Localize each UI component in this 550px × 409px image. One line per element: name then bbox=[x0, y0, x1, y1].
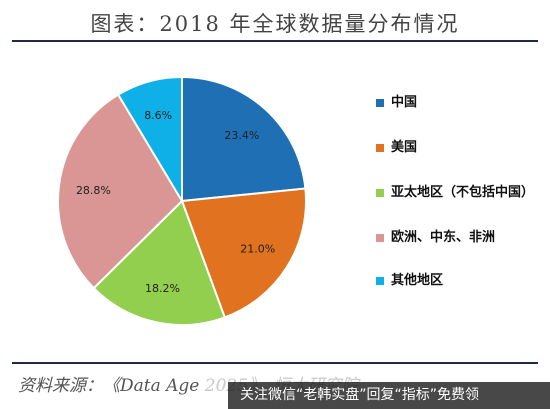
slice-emea bbox=[57, 93, 184, 290]
legend-label-usa: 美国 bbox=[391, 140, 418, 155]
legend-swatch-emea bbox=[376, 234, 384, 242]
source-text: 资料来源：《Data Age bbox=[18, 376, 200, 396]
legend-item-emea: 欧洲、中东、非洲 bbox=[376, 229, 531, 247]
promo-banner: 关注微信“老韩实盘”回复“指标”免费领 bbox=[228, 382, 550, 409]
legend-label-china: 中国 bbox=[391, 95, 418, 110]
legend-item-usa: 美国 bbox=[376, 139, 531, 157]
title-divider bbox=[12, 40, 538, 42]
legend-label-emea: 欧洲、中东、非洲 bbox=[391, 230, 496, 245]
legend-swatch-apac bbox=[376, 189, 384, 197]
footer-divider bbox=[12, 362, 538, 364]
legend-label-other: 其他地区 bbox=[391, 273, 444, 288]
label-other: 8.6% bbox=[144, 109, 172, 122]
legend-item-apac: 亚太地区（不包括中国） bbox=[376, 184, 535, 202]
legend-label-apac: 亚太地区（不包括中国） bbox=[391, 185, 535, 200]
label-apac: 18.2% bbox=[145, 282, 180, 295]
legend-swatch-china bbox=[376, 99, 384, 107]
chart-title: 图表：2018 年全球数据量分布情况 bbox=[90, 12, 460, 36]
legend-swatch-other bbox=[376, 277, 384, 285]
label-emea: 28.8% bbox=[76, 184, 111, 197]
legend-item-china: 中国 bbox=[376, 94, 531, 112]
label-china: 23.4% bbox=[224, 129, 259, 142]
label-usa: 21.0% bbox=[240, 242, 275, 255]
slice-apac bbox=[92, 199, 227, 326]
legend-item-other: 其他地区 bbox=[376, 272, 531, 290]
legend-swatch-usa bbox=[376, 144, 384, 152]
slice-china bbox=[181, 75, 307, 203]
slice-other bbox=[116, 75, 183, 205]
